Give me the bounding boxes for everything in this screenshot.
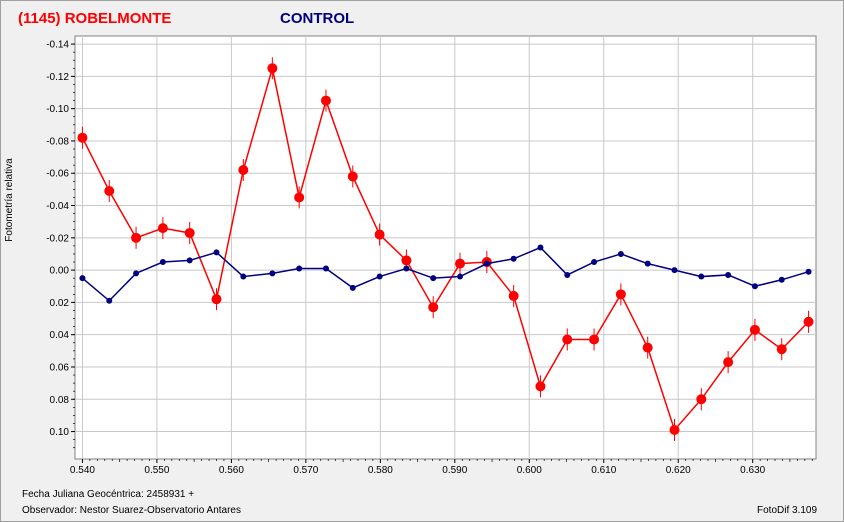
target-data-point [428,302,439,313]
control-data-point [644,260,651,267]
y-tick-label: -0.14 [46,40,69,51]
x-tick-label: 0.590 [442,465,467,476]
target-data-point [294,192,305,203]
target-data-point [696,394,707,405]
target-data-point [401,255,412,266]
y-tick-label: -0.10 [46,104,69,115]
control-data-point [751,283,758,290]
target-data-point [508,290,519,301]
target-data-point [184,227,195,238]
software-version-label: FotoDif 3.109 [757,505,818,516]
y-tick-label: 0.02 [50,298,70,309]
control-data-point [296,265,303,272]
target-data-point [320,95,331,106]
control-data-point [269,270,276,277]
control-data-point [79,275,86,282]
control-data-point [698,273,705,280]
y-tick-label: 0.10 [50,427,70,438]
y-tick-label: 0.00 [50,266,70,277]
target-data-point [267,63,278,74]
target-data-point [455,258,466,269]
target-data-point [104,185,115,196]
y-tick-label: 0.06 [50,362,70,373]
target-data-point [77,132,88,143]
control-series-line [81,246,809,302]
control-data-point [240,273,247,280]
target-data-point [238,165,249,176]
target-data-point [615,289,626,300]
target-data-point [642,342,653,353]
target-data-point [589,334,600,345]
x-tick-label: 0.540 [70,465,95,476]
julian-date-label: Fecha Juliana Geocéntrica: 2458931 + [22,489,195,500]
target-data-point [562,334,573,345]
control-data-point [213,249,220,256]
control-data-point [376,273,383,280]
x-tick-label: 0.600 [517,465,542,476]
control-data-point [671,267,678,274]
y-tick-label: -0.02 [46,233,69,244]
target-data-point [749,324,760,335]
y-tick-label: 0.08 [50,395,70,406]
x-tick-label: 0.630 [740,465,765,476]
control-data-point [510,255,517,262]
y-tick-label: -0.08 [46,136,69,147]
target-data-point [803,316,814,327]
x-tick-label: 0.570 [293,465,318,476]
control-data-point [778,276,785,283]
control-data-point [159,259,166,266]
control-data-point [403,265,410,272]
target-data-point [669,424,680,435]
x-tick-label: 0.610 [591,465,616,476]
control-series-title: CONTROL [280,10,355,27]
target-data-point [157,223,168,234]
control-data-point [133,270,140,277]
plot-area [74,35,817,460]
control-data-point [805,268,812,275]
control-data-point [430,275,437,282]
x-tick-label: 0.550 [144,465,169,476]
target-data-point [211,294,222,305]
target-data-point [535,381,546,392]
target-series-line [81,68,810,432]
control-data-point [591,259,598,266]
y-tick-label: -0.06 [46,169,69,180]
control-data-point [537,244,544,251]
control-data-point [106,297,113,304]
y-tick-label: -0.12 [46,72,69,83]
control-data-point [725,271,732,278]
x-tick-label: 0.580 [368,465,393,476]
control-data-point [186,257,193,264]
target-data-point [374,229,385,240]
y-tick-label: 0.04 [50,330,70,341]
x-tick-label: 0.620 [666,465,691,476]
control-data-point [483,260,490,267]
control-data-point [349,284,356,291]
target-series-title: (1145) ROBELMONTE [18,10,172,27]
target-data-point [723,357,734,368]
target-data-point [347,171,358,182]
target-data-point [776,344,787,355]
x-tick-label: 0.560 [219,465,244,476]
control-data-point [617,250,624,257]
observer-label: Observador: Nestor Suarez-Observatorio A… [22,505,241,516]
control-data-point [457,273,464,280]
y-tick-label: -0.04 [46,201,69,212]
target-data-point [131,232,142,243]
control-data-point [322,265,329,272]
control-data-point [564,271,571,278]
